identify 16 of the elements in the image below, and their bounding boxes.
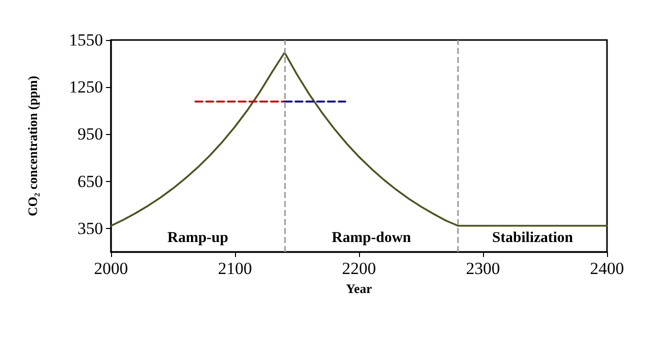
x-tick-label: 2200 xyxy=(342,259,376,278)
y-tick-label: 950 xyxy=(78,124,103,144)
x-tick-label: 2000 xyxy=(94,259,128,278)
x-tick-label: 2100 xyxy=(218,259,252,278)
y-tick-label: 350 xyxy=(78,218,103,238)
line-series xyxy=(110,52,608,227)
x-tick-label: 2400 xyxy=(590,259,624,278)
y-tick-label: 1250 xyxy=(69,78,103,97)
annotation: Ramp-up xyxy=(167,230,228,246)
y-tick-label: 1550 xyxy=(69,30,103,50)
annotation: Stabilization xyxy=(492,230,574,246)
x-tick-label: 2300 xyxy=(466,259,500,278)
x-axis-title: Year xyxy=(346,281,372,296)
y-axis-title: CO₂ concentration (ppm) xyxy=(25,76,40,216)
annotation: Ramp-down xyxy=(332,230,412,246)
y-tick-label: 650 xyxy=(78,172,103,191)
